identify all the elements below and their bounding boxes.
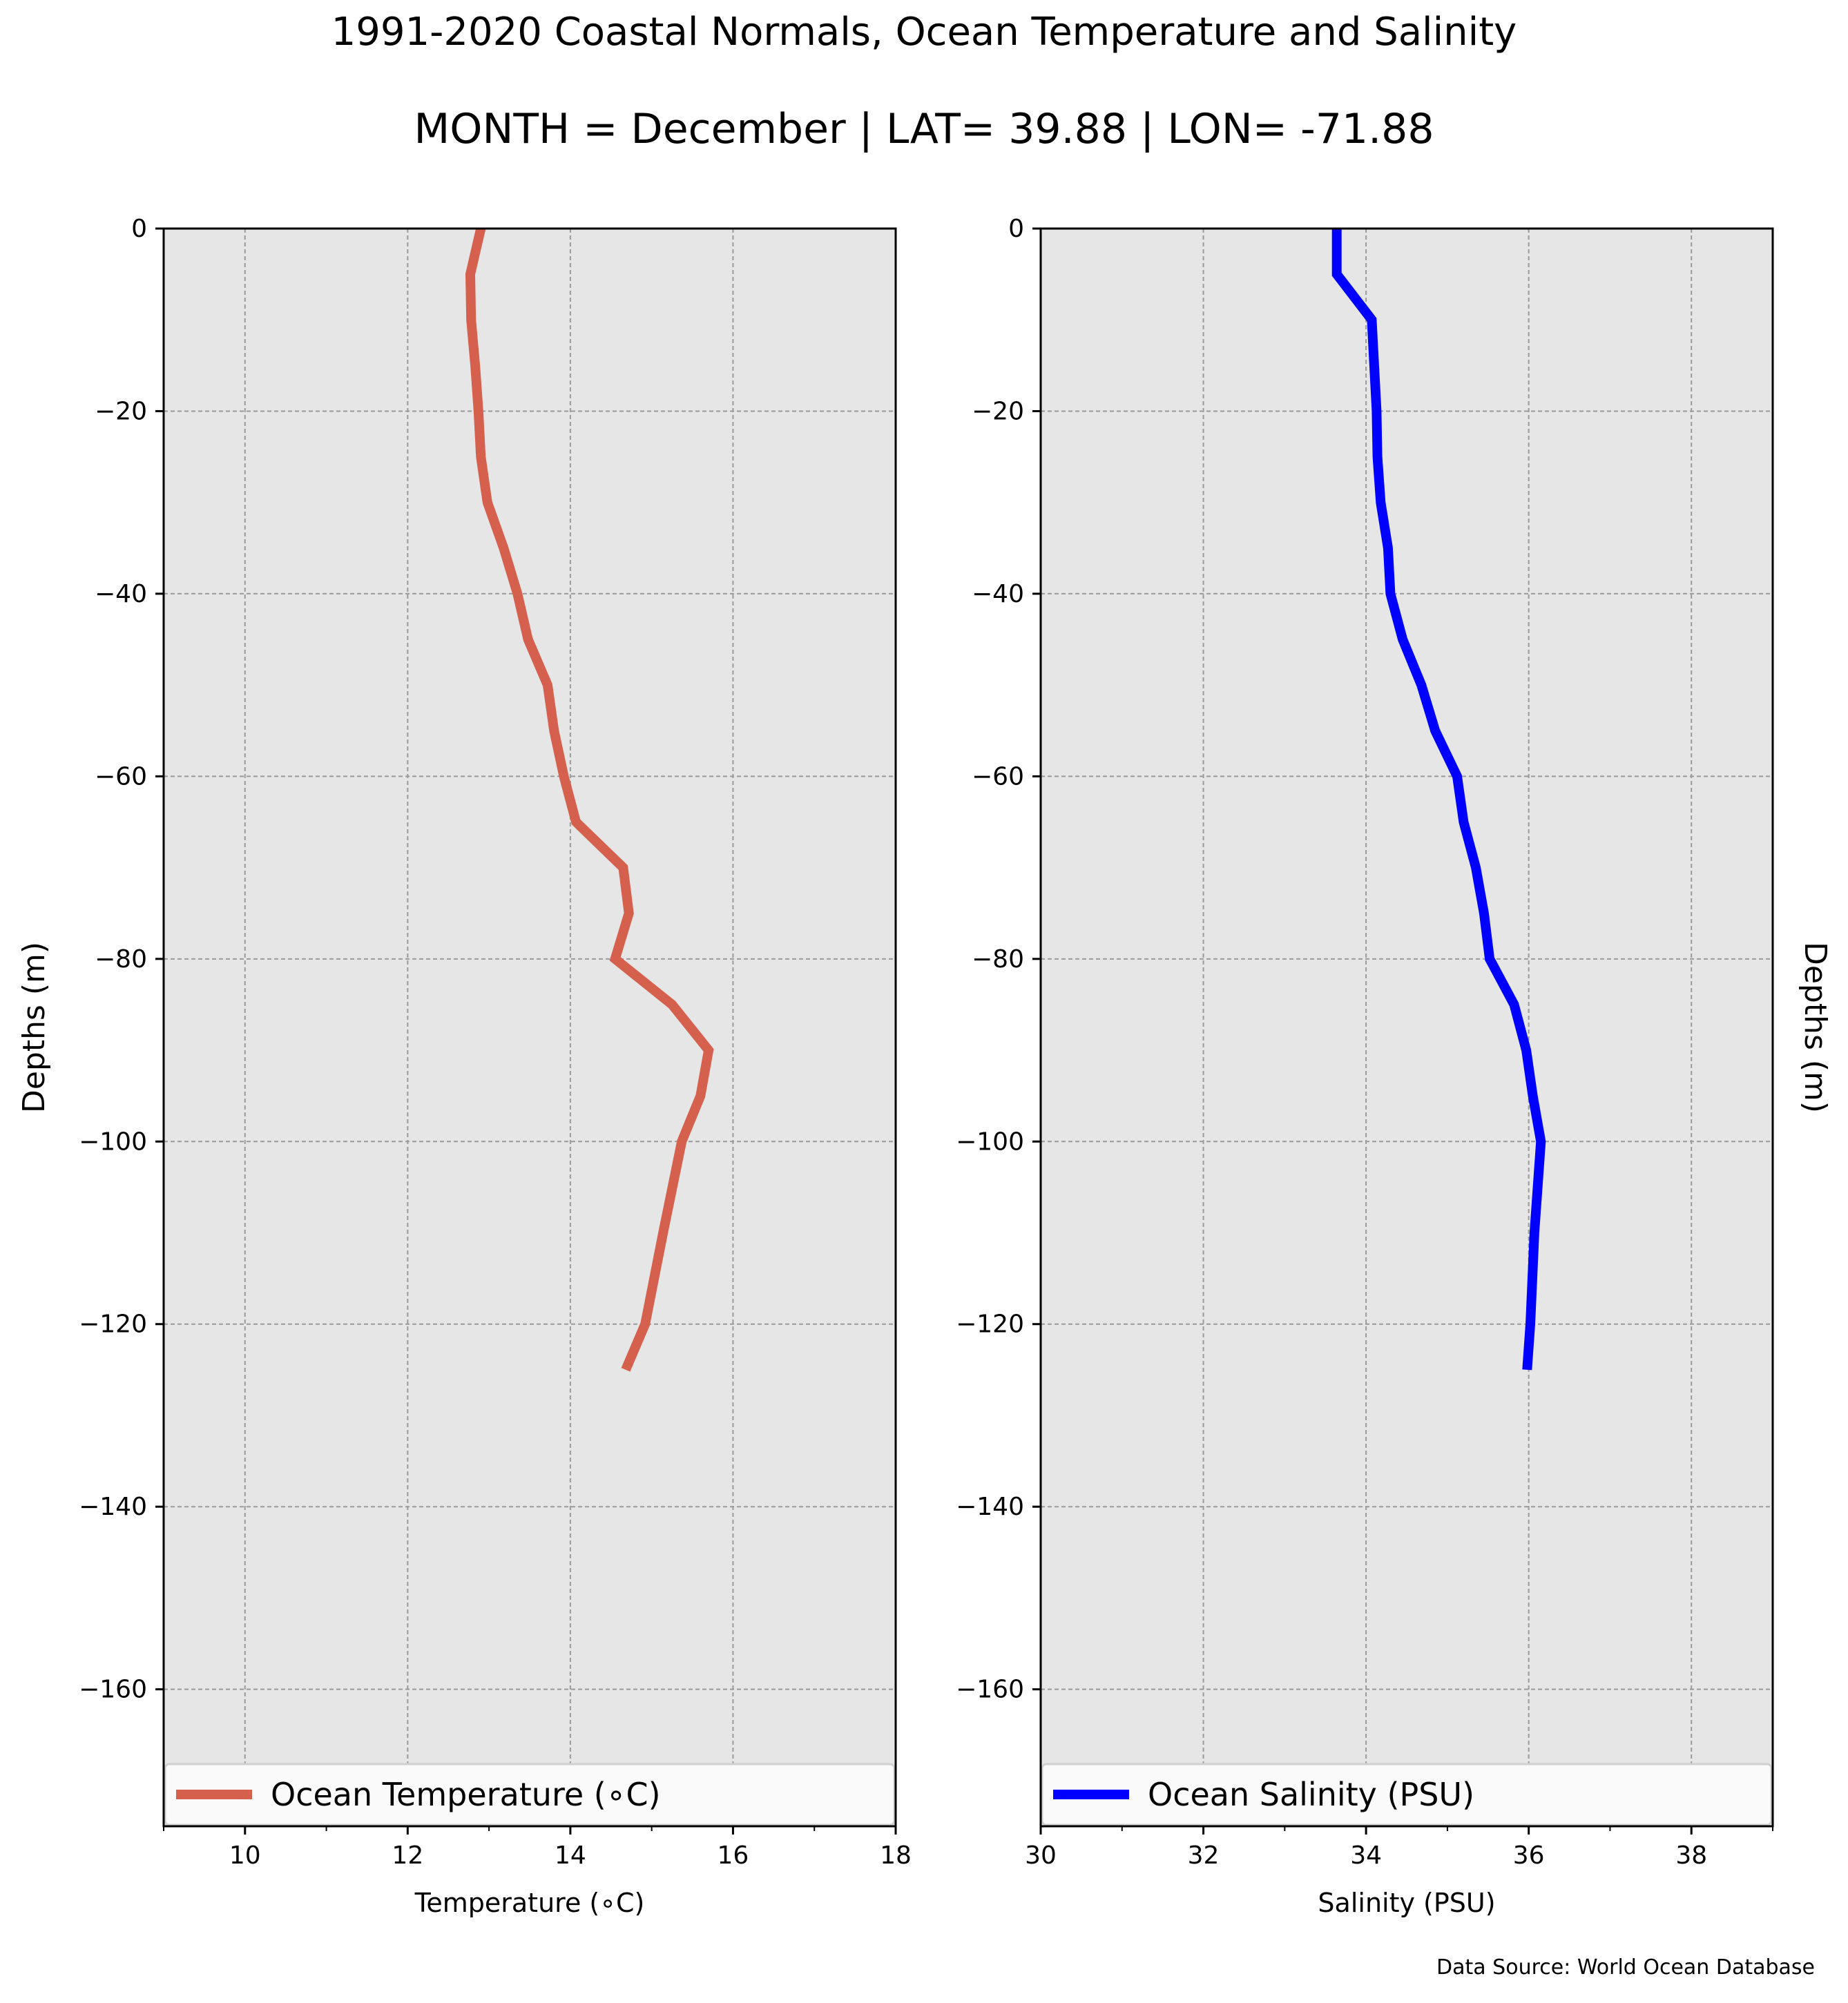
- temperature-plot-area: [164, 229, 896, 1826]
- salinity-x-tick-label: 38: [1675, 1841, 1707, 1870]
- salinity-y-tick-label: 0: [1008, 215, 1024, 243]
- temperature-legend-label: Ocean Temperature (∘C): [271, 1776, 661, 1813]
- chart-title: 1991-2020 Coastal Normals, Ocean Tempera…: [331, 10, 1517, 55]
- temperature-y-axis-label: Depths (m): [17, 942, 52, 1113]
- temperature-y-tick-label: −60: [95, 762, 147, 791]
- salinity-x-tick-label: 32: [1188, 1841, 1220, 1870]
- temperature-y-tick-label: −120: [79, 1310, 147, 1339]
- temperature-y-tick-label: −80: [95, 945, 147, 974]
- temperature-y-tick-label: −160: [79, 1676, 147, 1704]
- salinity-y-tick-label: −160: [956, 1676, 1024, 1704]
- salinity-plot-area: [1041, 229, 1773, 1826]
- temperature-y-tick-label: −140: [79, 1493, 147, 1521]
- salinity-y-axis-label: Depths (m): [1798, 942, 1833, 1113]
- temperature-y-tick-label: −100: [79, 1128, 147, 1156]
- salinity-y-tick-label: −120: [956, 1310, 1024, 1339]
- salinity-x-tick-label: 34: [1350, 1841, 1382, 1870]
- temperature-x-tick-label: 14: [555, 1841, 586, 1870]
- salinity-legend-label: Ocean Salinity (PSU): [1148, 1776, 1474, 1813]
- temperature-axes-frame: [162, 227, 897, 1828]
- temperature-x-tick-label: 10: [229, 1841, 261, 1870]
- salinity-y-tick-label: −80: [972, 945, 1024, 974]
- temperature-y-tick-label: −20: [95, 397, 147, 425]
- temperature-series-line: [465, 227, 714, 1372]
- temperature-x-axis-label: Temperature (∘C): [414, 1888, 645, 1918]
- temperature-x-tick-label: 16: [718, 1841, 749, 1870]
- salinity-x-tick-label: 30: [1025, 1841, 1057, 1870]
- salinity-y-tick-label: −100: [956, 1128, 1024, 1156]
- temperature-y-tick-label: 0: [131, 215, 147, 243]
- salinity-x-axis-label: Salinity (PSU): [1318, 1888, 1495, 1918]
- salinity-y-tick-label: −60: [972, 762, 1024, 791]
- temperature-x-tick-label: 18: [880, 1841, 912, 1870]
- salinity-axes-frame: [1039, 227, 1774, 1828]
- data-source-note: Data Source: World Ocean Database: [1436, 1955, 1815, 1980]
- temperature-legend: [164, 1763, 896, 1826]
- salinity-x-tick-label: 36: [1513, 1841, 1545, 1870]
- chart-subtitle: MONTH = December | LAT= 39.88 | LON= -71…: [414, 105, 1434, 153]
- salinity-y-tick-label: −140: [956, 1493, 1024, 1521]
- salinity-legend: [1041, 1763, 1773, 1826]
- salinity-y-tick-label: −20: [972, 397, 1024, 425]
- salinity-y-tick-label: −40: [972, 580, 1024, 608]
- temperature-x-tick-label: 12: [392, 1841, 423, 1870]
- temperature-y-tick-label: −40: [95, 580, 147, 608]
- salinity-series-line: [1331, 229, 1546, 1371]
